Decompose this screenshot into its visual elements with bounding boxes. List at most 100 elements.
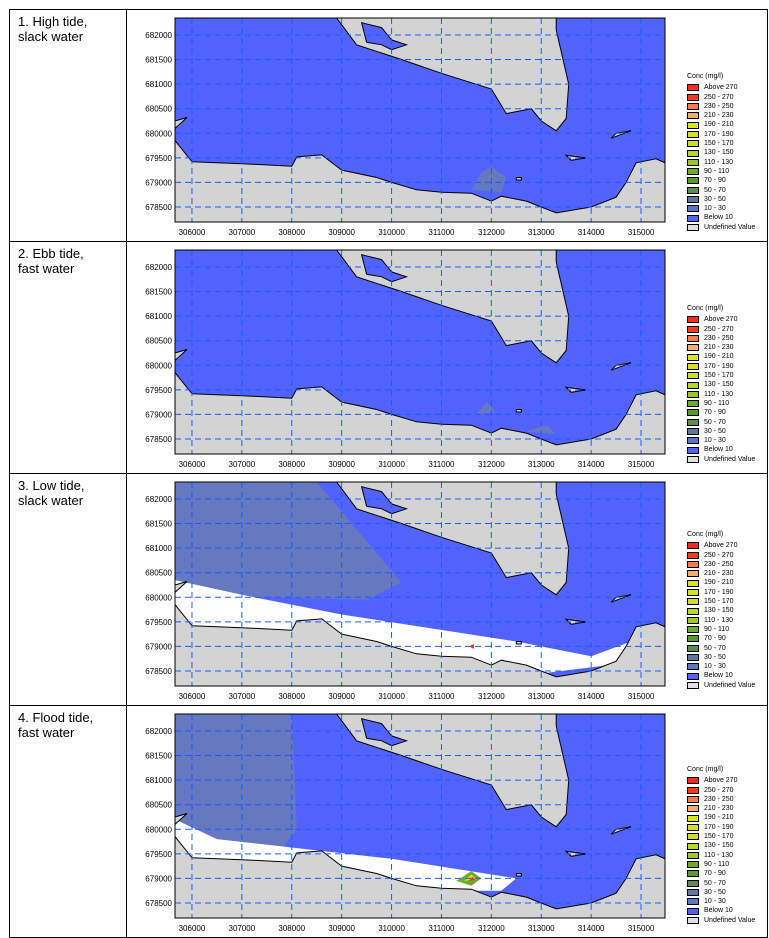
x-tick-label: 314000 <box>578 460 605 469</box>
legend-label: 50 - 70 <box>704 644 726 652</box>
y-tick-label: 679000 <box>145 874 172 883</box>
legend-swatch <box>687 805 699 813</box>
x-tick-label: 311000 <box>428 924 455 933</box>
x-tick-label: 312000 <box>478 692 505 701</box>
legend-label: 70 - 90 <box>704 177 726 185</box>
legend-item: 30 - 50 <box>687 195 755 204</box>
legend-swatch <box>687 663 699 671</box>
plume-area <box>175 580 632 674</box>
legend-label: 50 - 70 <box>704 186 726 194</box>
legend-swatch <box>687 879 699 887</box>
y-tick-label: 682000 <box>145 727 172 736</box>
legend-swatch <box>687 325 699 333</box>
x-tick-label: 309000 <box>328 924 355 933</box>
legend-swatch <box>687 842 699 850</box>
legend-swatch <box>687 362 699 370</box>
legend: Conc (mg/l) Above 270 250 - 270 230 - 250 21… <box>687 72 755 232</box>
legend-label: Above 270 <box>704 542 738 550</box>
y-tick-label: 681500 <box>145 752 172 761</box>
legend-label: 10 - 30 <box>704 437 726 445</box>
y-tick-label: 681000 <box>145 544 172 553</box>
land-area <box>610 594 632 603</box>
legend-label: 10 - 30 <box>704 205 726 213</box>
y-tick-label: 679000 <box>145 410 172 419</box>
legend-item: 170 - 190 <box>687 823 755 832</box>
legend-item: 90 - 110 <box>687 625 755 634</box>
legend-label: 230 - 250 <box>704 334 734 342</box>
x-tick-label: 310000 <box>378 460 405 469</box>
legend-item: 50 - 70 <box>687 418 755 427</box>
y-tick-label: 679500 <box>145 154 172 163</box>
x-tick-label: 313000 <box>528 228 555 237</box>
legend-label: Above 270 <box>704 777 738 785</box>
y-tick-label: 680500 <box>145 569 172 578</box>
legend: Conc (mg/l) Above 270 250 - 270 230 - 250 21… <box>687 765 755 925</box>
legend-item: Undefined Value <box>687 455 755 464</box>
land-area <box>174 371 666 455</box>
legend-swatch <box>687 786 699 794</box>
legend-swatch <box>687 353 699 361</box>
legend-label: 190 - 210 <box>704 814 734 822</box>
legend-item: 70 - 90 <box>687 869 755 878</box>
y-tick-label: 681000 <box>145 80 172 89</box>
legend-label: 190 - 210 <box>704 121 734 129</box>
legend-swatch <box>687 214 699 222</box>
legend-swatch <box>687 861 699 869</box>
legend-item: 210 - 230 <box>687 804 755 813</box>
plot-frame <box>174 713 666 919</box>
legend-item: 150 - 170 <box>687 139 755 148</box>
legend-swatch <box>687 409 699 417</box>
legend-label: 90 - 110 <box>704 167 730 175</box>
x-tick-label: 311000 <box>428 460 455 469</box>
map-svg: 306000 307000 308000 309000 310000 311000 3120… <box>145 17 666 237</box>
x-tick-label: 315000 <box>628 924 655 933</box>
y-tick-label: 679500 <box>145 850 172 859</box>
legend-item: Undefined Value <box>687 681 755 690</box>
legend-item: 250 - 270 <box>687 786 755 795</box>
panel-row: 1. High tide, slack water 306000 307000 308… <box>9 9 768 242</box>
legend-item: Above 270 <box>687 315 755 324</box>
legend-swatch <box>687 381 699 389</box>
legend-swatch <box>687 870 699 878</box>
x-tick-label: 308000 <box>278 924 305 933</box>
legend-item: 230 - 250 <box>687 102 755 111</box>
y-tick-label: 678500 <box>145 899 172 908</box>
x-tick-label: 313000 <box>528 460 555 469</box>
legend-label: 50 - 70 <box>704 879 726 887</box>
legend-label: Above 270 <box>704 84 738 92</box>
legend-item: 70 - 90 <box>687 634 755 643</box>
legend-swatch <box>687 130 699 138</box>
legend-item: 250 - 270 <box>687 325 755 334</box>
legend-label: 210 - 230 <box>704 112 734 120</box>
y-tick-label: 681500 <box>145 288 172 297</box>
legend-label: Below 10 <box>704 214 733 222</box>
legend-label: 130 - 150 <box>704 381 734 389</box>
legend-item: 110 - 130 <box>687 851 755 860</box>
y-tick-label: 678500 <box>145 203 172 212</box>
map-svg: 306000 307000 308000 309000 310000 311000 3120… <box>145 713 666 933</box>
legend-item: 150 - 170 <box>687 597 755 606</box>
legend-swatch <box>687 455 699 463</box>
legend-swatch <box>687 121 699 129</box>
legend-label: 230 - 250 <box>704 560 734 568</box>
legend-swatch <box>687 140 699 148</box>
legend-swatch <box>687 428 699 435</box>
panel-label: 4. Flood tide, fast water <box>9 705 127 938</box>
y-tick-label: 682000 <box>145 31 172 40</box>
panel-label: 2. Ebb tide, fast water <box>9 241 127 474</box>
plume-area <box>526 425 557 435</box>
x-tick-label: 310000 <box>378 228 405 237</box>
legend-item: Below 10 <box>687 213 755 222</box>
x-tick-label: 312000 <box>478 460 505 469</box>
legend-label: 110 - 130 <box>704 390 734 398</box>
x-tick-label: 307000 <box>229 460 256 469</box>
legend-item: 10 - 30 <box>687 662 755 671</box>
legend-item: 150 - 170 <box>687 371 755 380</box>
plume-area <box>175 482 402 600</box>
legend-item: 210 - 230 <box>687 569 755 578</box>
legend-item: Undefined Value <box>687 223 755 232</box>
legend-swatch <box>687 851 699 859</box>
legend-label: 210 - 230 <box>704 570 734 578</box>
legend-swatch <box>687 907 699 915</box>
x-tick-label: 315000 <box>628 228 655 237</box>
